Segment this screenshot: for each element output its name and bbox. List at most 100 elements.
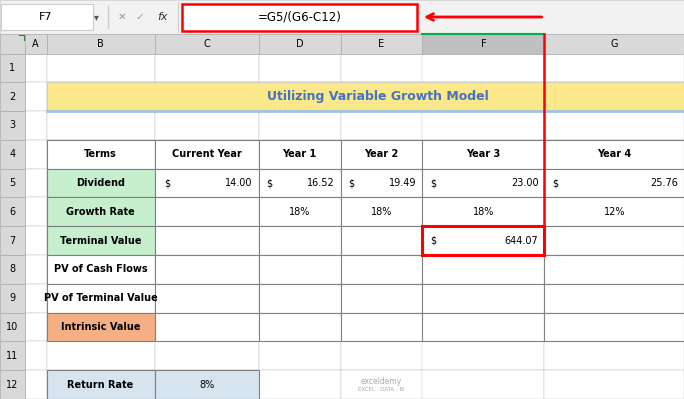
Bar [155, 169, 259, 198]
Text: fx: fx [157, 12, 168, 22]
Bar [341, 169, 423, 198]
Text: $: $ [430, 236, 436, 246]
Bar [423, 34, 544, 53]
Bar [155, 140, 259, 169]
Text: 25.76: 25.76 [650, 178, 678, 188]
Bar [47, 34, 155, 53]
Text: $: $ [164, 178, 170, 188]
Bar [259, 198, 341, 226]
Bar [25, 370, 47, 399]
Bar [341, 53, 423, 82]
Text: 18%: 18% [371, 207, 392, 217]
Text: 12%: 12% [603, 207, 625, 217]
Bar [155, 226, 259, 255]
Text: ✓: ✓ [135, 12, 144, 22]
Text: Intrinsic Value: Intrinsic Value [61, 322, 140, 332]
Text: 8%: 8% [199, 379, 214, 389]
Bar [155, 198, 259, 226]
Bar [259, 198, 341, 226]
Bar [544, 255, 684, 284]
Bar [47, 140, 155, 169]
Bar [341, 370, 423, 399]
Bar [544, 284, 684, 313]
Text: 644.07: 644.07 [505, 236, 538, 246]
Bar [47, 370, 155, 399]
Bar [259, 34, 341, 53]
Bar [259, 111, 341, 140]
Text: Year 3: Year 3 [466, 149, 501, 159]
Text: PV of Terminal Value: PV of Terminal Value [44, 293, 157, 303]
Bar [25, 82, 47, 111]
Bar [544, 140, 684, 169]
Text: $: $ [349, 178, 354, 188]
Bar [423, 313, 544, 342]
Bar [0, 34, 25, 53]
Bar [341, 313, 423, 342]
Bar [544, 342, 684, 370]
Bar [0, 284, 25, 313]
Text: 4: 4 [9, 149, 15, 159]
Bar [259, 169, 341, 198]
Bar [341, 169, 423, 198]
Text: Current Year: Current Year [172, 149, 241, 159]
Bar [47, 255, 155, 284]
Bar [155, 82, 259, 111]
Bar [0, 313, 25, 342]
Text: Year 4: Year 4 [597, 149, 631, 159]
Bar [155, 284, 259, 313]
Text: =G5/(G6-C12): =G5/(G6-C12) [258, 10, 341, 24]
Bar [47, 169, 155, 198]
Bar [155, 342, 259, 370]
Text: 23.00: 23.00 [511, 178, 538, 188]
Bar [341, 140, 423, 169]
Bar [259, 169, 341, 198]
Bar [259, 313, 341, 342]
Bar [544, 198, 684, 226]
Bar [155, 255, 259, 284]
Bar [341, 198, 423, 226]
Text: C: C [203, 39, 210, 49]
Bar [1, 4, 93, 30]
Text: $: $ [267, 178, 273, 188]
Bar [155, 111, 259, 140]
Bar [423, 169, 544, 198]
Bar [341, 226, 423, 255]
Text: 3: 3 [9, 120, 15, 130]
Bar [155, 53, 259, 82]
Bar [0, 370, 25, 399]
Bar [155, 313, 259, 342]
Bar [25, 140, 47, 169]
Bar [423, 255, 544, 284]
Bar [259, 284, 341, 313]
Bar [341, 313, 423, 342]
Bar [423, 140, 544, 169]
Bar [341, 226, 423, 255]
Bar [47, 226, 155, 255]
Text: Terminal Value: Terminal Value [60, 236, 142, 246]
Bar [341, 255, 423, 284]
Bar [0, 53, 25, 82]
Text: B: B [97, 39, 104, 49]
Bar [25, 226, 47, 255]
Bar [0, 140, 25, 169]
Bar [544, 169, 684, 198]
Bar [544, 313, 684, 342]
Bar [155, 226, 259, 255]
Bar [0, 0, 684, 34]
Text: Dividend: Dividend [76, 178, 125, 188]
Bar [25, 284, 47, 313]
Text: $: $ [430, 178, 436, 188]
Bar [155, 284, 259, 313]
Bar [259, 82, 341, 111]
Bar [47, 284, 155, 313]
Bar [341, 255, 423, 284]
Text: ▾: ▾ [94, 12, 98, 22]
Bar [544, 313, 684, 342]
Bar [341, 140, 423, 169]
Bar [0, 169, 25, 198]
Bar [47, 82, 155, 111]
Bar [423, 284, 544, 313]
Text: ✕: ✕ [118, 12, 127, 22]
Text: 5: 5 [9, 178, 15, 188]
Bar [544, 226, 684, 255]
